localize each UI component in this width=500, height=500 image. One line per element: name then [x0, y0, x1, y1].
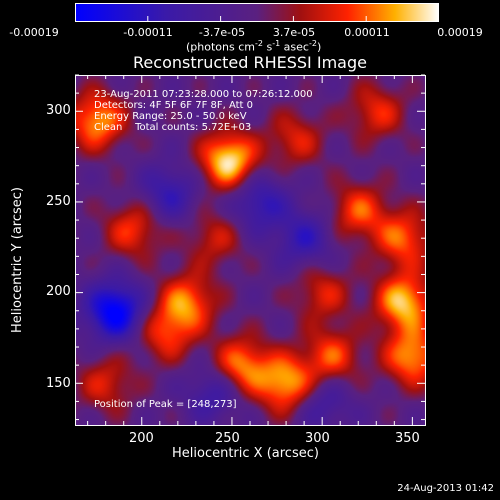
annotation-detectors: Detectors: 4F 5F 6F 7F 8F, Att 0 [94, 100, 254, 111]
x-tick-label: 300 [305, 431, 330, 446]
chart-title: Reconstructed RHESSI Image [133, 53, 367, 72]
x-axis-label: Heliocentric X (arcsec) [172, 446, 319, 461]
colorbar [75, 3, 439, 22]
annotation-energy: Energy Range: 25.0 - 50.0 keV [94, 111, 247, 122]
annotation-peak: Position of Peak = [248,273] [94, 399, 237, 410]
y-tick-label: 300 [46, 103, 71, 118]
colorbar-tick-label: -3.7e-05 [198, 26, 246, 39]
annotation-clean: Clean Total counts: 5.72E+03 [94, 122, 252, 133]
colorbar-tick-label: 3.7e-05 [272, 26, 316, 39]
y-tick-label: 150 [46, 376, 71, 391]
colorbar-tick-label: -0.00011 [123, 26, 173, 39]
plot-date: 24-Aug-2013 01:42 [397, 483, 494, 494]
heatmap-image [75, 75, 425, 425]
y-tick-label: 250 [46, 194, 71, 209]
colorbar-tick-label: -0.00019 [9, 26, 59, 39]
annotation-time: 23-Aug-2011 07:23:28.000 to 07:26:12.000 [94, 89, 313, 100]
colorbar-tick-label: 0.00019 [437, 26, 483, 39]
x-tick-label: 250 [215, 431, 240, 446]
y-axis-label: Heliocentric Y (arcsec) [10, 187, 26, 333]
colorbar-unit: (photons cm-2 s-1 asec-2) [186, 39, 322, 54]
y-tick-label: 200 [46, 284, 71, 299]
x-tick-label: 350 [395, 431, 420, 446]
x-tick-label: 200 [129, 431, 154, 446]
colorbar-tick-label: 0.00011 [344, 26, 390, 39]
